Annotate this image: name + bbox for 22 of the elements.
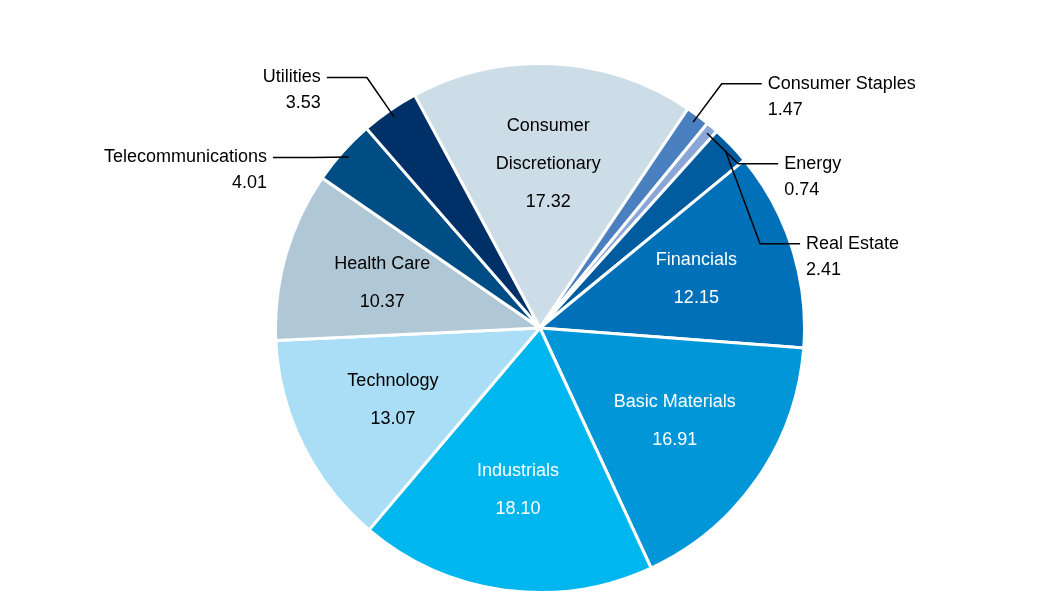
- slice-label: Basic Materials: [613, 391, 736, 412]
- slice-label: Consumer Discretionary: [495, 115, 601, 174]
- slice-label: Health Care: [334, 252, 431, 273]
- data-label: 10.37: [359, 290, 405, 311]
- slice-label: Consumer Staples: [767, 72, 916, 93]
- data-label: 0.74: [784, 178, 820, 199]
- data-label: 16.91: [652, 429, 698, 450]
- data-label: 4.01: [231, 172, 267, 193]
- data-label: 3.53: [285, 92, 321, 113]
- data-label: 13.07: [370, 408, 416, 429]
- slice-label: Energy: [784, 152, 842, 173]
- data-label: 12.15: [673, 286, 719, 307]
- data-label: 2.41: [806, 258, 842, 279]
- slice-label: Technology: [347, 370, 439, 391]
- data-label: 18.10: [495, 498, 541, 519]
- data-label: 1.47: [767, 98, 803, 119]
- slice-label: Financials: [655, 248, 737, 269]
- slice-label: Real Estate: [806, 232, 900, 253]
- slice-label: Utilities: [262, 66, 321, 87]
- data-label: 17.32: [525, 191, 571, 212]
- slice-label: Industrials: [476, 460, 560, 481]
- slice-label: Telecommunications: [103, 146, 267, 167]
